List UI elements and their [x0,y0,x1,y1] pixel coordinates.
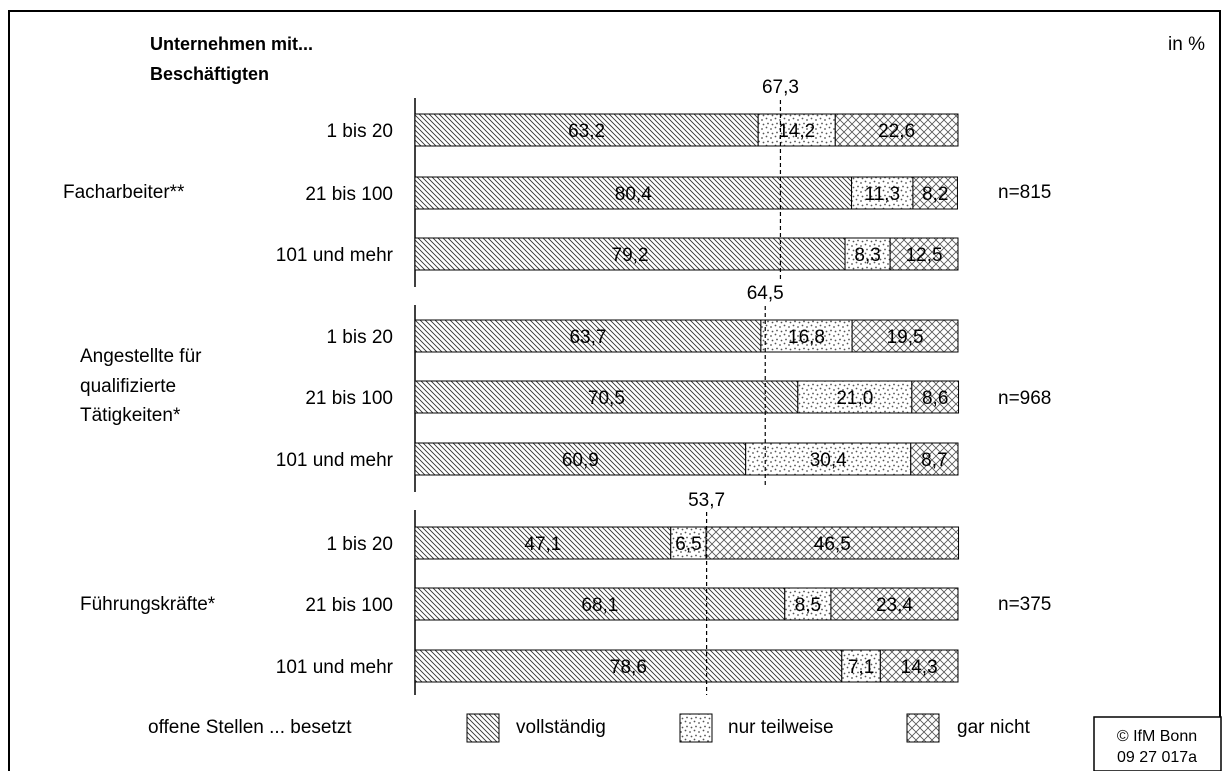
bar-segment-vollstaendig [414,319,762,353]
data-label: 14,3 [901,657,938,678]
bar-segment-garnicht [705,526,960,560]
heading-line1: Unternehmen mit... [150,34,313,54]
bar-segment-teilweise [745,442,912,476]
n-label: n=968 [998,388,1051,409]
data-label: 8,5 [795,595,821,616]
data-label: 23,4 [876,595,913,616]
data-label: 22,6 [878,121,915,142]
legend-label-vollstaendig: vollständig [516,717,606,738]
bar-segment-vollstaendig [414,649,843,683]
bar-segment-vollstaendig [414,380,799,414]
bar-segment-garnicht [889,237,959,271]
bar-segment-teilweise [784,587,832,621]
data-label: 8,6 [922,388,948,409]
category-label: 101 und mehr [276,657,394,678]
data-label: 63,2 [568,121,605,142]
copyright-line2: 09 27 017a [1117,749,1197,766]
reference-label: 67,3 [762,77,799,98]
reference-label: 64,5 [747,283,784,304]
bars-layer: Facharbeiter** n=815 1 bis 20 63,2 14,2 22,6 2… [63,77,1051,695]
category-label: 21 bis 100 [305,388,393,409]
group-label: Tätigkeiten* [80,405,181,426]
heading-line2: Beschäftigten [150,64,269,84]
bar-segment-garnicht [851,319,959,353]
n-label: n=375 [998,594,1051,615]
data-label: 7,1 [848,657,874,678]
legend-label-garnicht: gar nicht [957,717,1031,738]
data-label: 21,0 [836,388,873,409]
category-label: 21 bis 100 [305,184,393,205]
data-label: 11,3 [864,184,900,205]
data-label: 30,4 [810,450,847,471]
legend-swatch-teilweise [679,713,713,743]
data-label: 6,5 [675,534,701,555]
data-label: 16,8 [788,327,825,348]
bar-segment-teilweise [797,380,913,414]
data-label: 46,5 [814,534,851,555]
bar-segment-teilweise [670,526,707,560]
bar-segment-vollstaendig [414,113,759,147]
category-label: 21 bis 100 [305,595,393,616]
bar-segment-garnicht [911,380,960,414]
data-label: 68,1 [581,595,618,616]
group-label: Angestellte für [80,346,202,367]
bar-segment-garnicht [834,113,959,147]
data-label: 19,5 [887,327,924,348]
data-label: 79,2 [612,245,649,266]
category-label: 101 und mehr [276,245,394,266]
category-label: 101 und mehr [276,450,394,471]
bar-segment-vollstaendig [414,442,747,476]
data-label: 8,7 [921,450,947,471]
data-label: 78,6 [610,657,647,678]
legend-label-teilweise: nur teilweise [728,717,834,738]
category-label: 1 bis 20 [326,121,393,142]
category-label: 1 bis 20 [326,534,393,555]
bar-segment-vollstaendig [414,176,853,210]
bar-segment-teilweise [760,319,853,353]
data-label: 80,4 [615,184,652,205]
bar-segment-teilweise [757,113,836,147]
bar-segment-garnicht [830,587,959,621]
copyright-box [1093,716,1222,771]
data-label: 47,1 [524,534,561,555]
bar-segment-garnicht [879,649,959,683]
legend-prefix: offene Stellen ... besetzt [148,717,352,738]
n-label: n=815 [998,182,1051,203]
data-label: 8,2 [922,184,948,205]
legend-swatch-vollstaendig [466,713,500,743]
legend-swatch-garnicht [906,713,940,743]
data-label: 12,5 [906,245,943,266]
bar-segment-garnicht [910,442,959,476]
data-label: 60,9 [562,450,599,471]
bar-segment-garnicht [912,176,958,210]
data-label: 14,2 [778,121,815,142]
group-label: qualifizierte [80,376,176,397]
data-label: 8,3 [854,245,880,266]
bar-segment-vollstaendig [414,587,786,621]
unit-label: in % [1168,34,1205,55]
copyright-line1: © IfM Bonn [1117,728,1197,745]
data-label: 63,7 [569,327,606,348]
group-label: Führungskräfte* [80,594,216,615]
data-label: 70,5 [588,388,625,409]
reference-label: 53,7 [688,490,725,511]
group-label: Facharbeiter** [63,182,185,203]
category-label: 1 bis 20 [326,327,393,348]
